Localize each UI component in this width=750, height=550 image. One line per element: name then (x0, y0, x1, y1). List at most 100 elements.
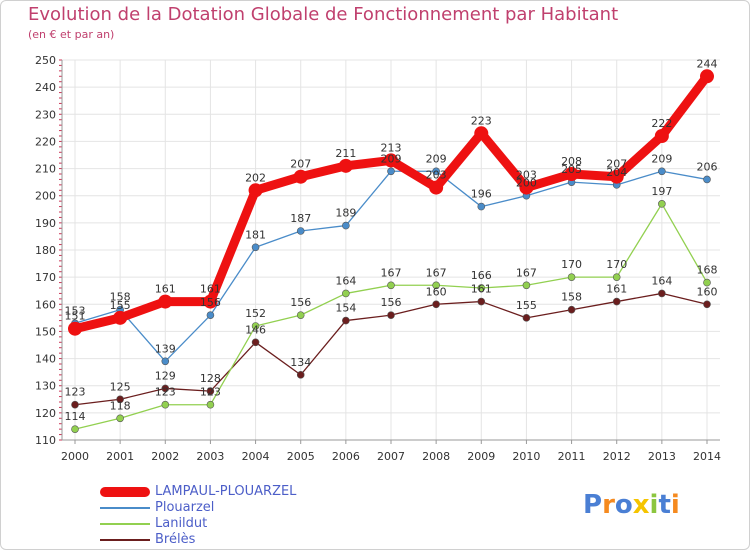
data-label-lanildut: 166 (471, 269, 492, 282)
data-label-lanildut: 118 (110, 399, 131, 412)
x-tick-label: 2005 (287, 450, 315, 463)
data-label-lanildut: 168 (697, 264, 718, 277)
legend-label-lampaul: LAMPAUL-PLOUARZEL (155, 484, 297, 499)
data-point-br-l-s (206, 387, 215, 395)
data-point-lanildut (342, 289, 350, 298)
data-point-lanildut (296, 311, 305, 319)
x-tick-label: 2006 (332, 450, 360, 463)
data-label-plouarzel: 153 (65, 304, 86, 317)
data-label-plouarzel: 206 (697, 160, 718, 173)
x-tick-label: 2004 (242, 450, 270, 463)
data-point-lampaul-plouarzel (609, 169, 624, 184)
data-label-br-l-s: 155 (516, 299, 537, 312)
x-tick-label: 2002 (151, 450, 179, 463)
data-point-lanildut (161, 400, 170, 409)
data-point-plouarzel (387, 167, 395, 176)
data-label-br-l-s: 156 (381, 296, 402, 309)
data-point-br-l-s (251, 338, 260, 347)
data-label-br-l-s: 161 (606, 283, 627, 296)
data-point-lanildut (522, 281, 531, 290)
data-point-lanildut (567, 273, 576, 281)
x-tick-label: 2001 (106, 450, 134, 463)
data-point-plouarzel (432, 167, 440, 176)
legend-swatch-lanildut (100, 523, 150, 525)
data-point-lampaul-plouarzel (68, 321, 82, 336)
data-label-lanildut: 197 (651, 185, 672, 198)
data-point-br-l-s (342, 316, 350, 325)
y-tick-label: 170 (35, 271, 56, 284)
data-label-lampaul-plouarzel: 151 (65, 310, 86, 323)
y-tick-label: 240 (35, 81, 56, 94)
data-label-plouarzel: 209 (426, 152, 447, 165)
data-point-br-l-s (116, 395, 124, 404)
data-point-plouarzel (296, 227, 305, 235)
y-tick-label: 160 (35, 298, 56, 311)
data-point-lampaul-plouarzel (654, 129, 669, 143)
data-label-lanildut: 123 (155, 386, 176, 399)
chart-legend: LAMPAUL-PLOUARZEL Plouarzel Lanildut Bré… (100, 484, 400, 548)
data-label-br-l-s: 146 (245, 323, 266, 336)
data-point-br-l-s (432, 300, 440, 309)
data-label-plouarzel: 200 (516, 177, 537, 190)
data-point-br-l-s (161, 384, 170, 393)
data-point-br-l-s (658, 289, 666, 298)
y-tick-label: 250 (35, 54, 56, 67)
data-label-plouarzel: 158 (110, 291, 131, 304)
proxiti-logo: Proxiti (583, 490, 680, 520)
x-tick-label: 2011 (558, 450, 586, 463)
data-point-lanildut (206, 400, 215, 409)
data-point-lampaul-plouarzel (248, 183, 263, 198)
data-label-br-l-s: 154 (335, 302, 356, 315)
data-label-lampaul-plouarzel: 244 (697, 57, 718, 70)
y-tick-label: 220 (35, 135, 56, 148)
legend-swatch-breles (100, 539, 150, 541)
data-point-plouarzel (206, 311, 215, 319)
data-point-lampaul-plouarzel (429, 180, 444, 195)
data-point-lanildut (116, 414, 124, 423)
legend-item-plouarzel: Plouarzel (100, 500, 400, 516)
data-label-lampaul-plouarzel: 203 (426, 169, 447, 182)
data-label-lampaul-plouarzel: 222 (651, 117, 672, 130)
y-tick-label: 230 (35, 108, 56, 121)
y-tick-label: 210 (35, 163, 56, 176)
data-label-plouarzel: 205 (561, 163, 582, 176)
logo-letter: t (658, 490, 671, 520)
data-point-plouarzel (251, 243, 260, 252)
chart-subtitle: (en € et par an) (28, 28, 115, 41)
data-label-br-l-s: 160 (426, 285, 447, 298)
data-label-lampaul-plouarzel: 202 (245, 171, 266, 184)
chart-title: Evolution de la Dotation Globale de Fonc… (28, 4, 619, 25)
data-label-plouarzel: 189 (335, 207, 356, 220)
logo-letter: P (583, 490, 603, 520)
y-tick-label: 200 (35, 190, 56, 203)
y-tick-label: 130 (35, 380, 56, 393)
data-point-plouarzel (342, 221, 350, 230)
logo-letter: o (614, 490, 633, 520)
x-tick-label: 2009 (467, 450, 495, 463)
data-label-lampaul-plouarzel: 203 (516, 169, 537, 182)
data-point-lanildut (612, 273, 621, 281)
legend-swatch-lampaul (100, 487, 150, 497)
x-tick-label: 2014 (693, 450, 721, 463)
data-label-plouarzel: 156 (200, 296, 221, 309)
data-label-lampaul-plouarzel: 207 (290, 158, 311, 171)
legend-label-plouarzel: Plouarzel (155, 500, 215, 515)
data-label-br-l-s: 125 (110, 380, 131, 393)
data-label-lanildut: 167 (381, 266, 402, 279)
data-point-br-l-s (477, 297, 486, 306)
legend-label-lanildut: Lanildut (155, 516, 208, 531)
data-point-lanildut (477, 284, 486, 292)
data-point-lanildut (387, 281, 395, 290)
data-point-lampaul-plouarzel (474, 126, 489, 141)
data-point-lampaul-plouarzel (519, 180, 534, 195)
data-point-lanildut (658, 200, 666, 208)
data-label-lampaul-plouarzel: 161 (200, 283, 221, 296)
legend-item-breles: Brélès (100, 532, 400, 548)
x-tick-label: 2010 (512, 450, 540, 463)
data-point-lampaul-plouarzel (564, 167, 579, 181)
data-label-lanildut: 152 (245, 307, 266, 320)
data-label-plouarzel: 204 (606, 166, 627, 179)
data-label-br-l-s: 128 (200, 372, 221, 385)
data-point-lampaul-plouarzel (158, 294, 173, 309)
